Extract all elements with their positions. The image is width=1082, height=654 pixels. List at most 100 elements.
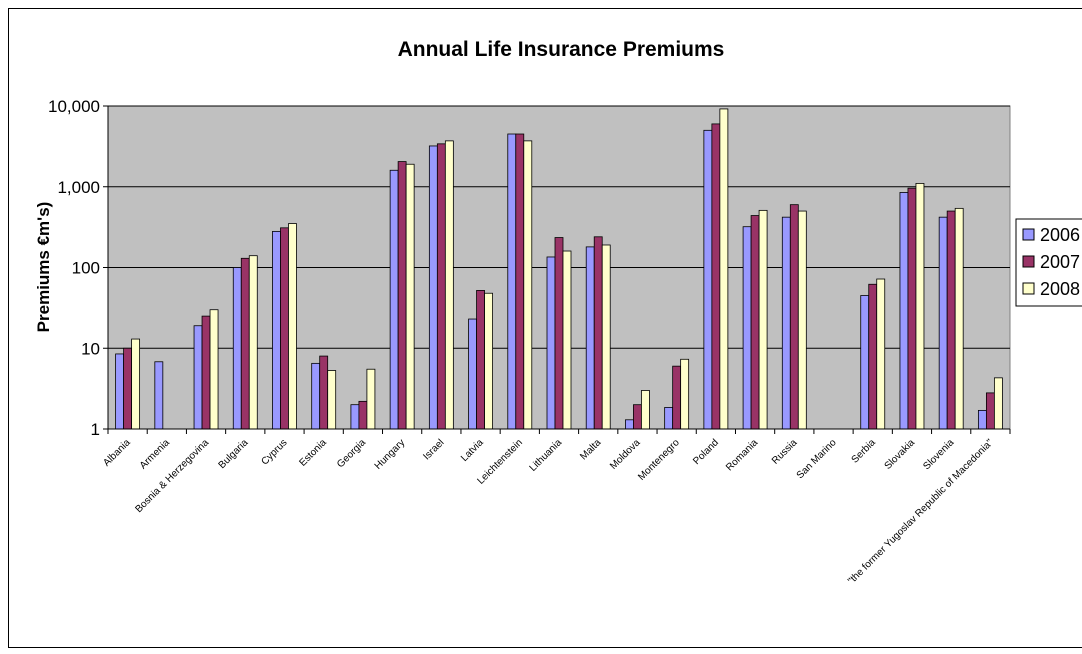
bar-2006-11	[546, 256, 556, 430]
bar-2006-1	[154, 361, 164, 430]
bar-2006-13	[625, 419, 634, 430]
bar-2008-14	[680, 358, 690, 430]
bar-2008-9	[484, 292, 493, 430]
y-tick-label: 1,000	[57, 178, 100, 197]
bar-2007-10	[515, 133, 525, 430]
bar-2006-9	[468, 318, 477, 430]
legend-label: 2006	[1040, 225, 1080, 245]
x-tick-label: Cyprus	[259, 437, 289, 467]
bar-2007-14	[672, 365, 682, 430]
bar-2008-3	[248, 255, 258, 430]
x-tick-label: Latvia	[459, 437, 486, 464]
bar-2008-17	[797, 210, 807, 430]
bar-2006-15	[703, 129, 713, 430]
x-tick-label: Montenegro	[636, 437, 682, 483]
y-axis-title: Premiums €m's)	[34, 202, 53, 333]
x-tick-label: Romania	[724, 437, 760, 473]
x-tick-label: Malta	[578, 437, 603, 462]
bar-2006-12	[585, 246, 595, 430]
x-tick-label: Bulgaria	[217, 437, 251, 471]
bar-2007-19	[868, 283, 878, 430]
bar-2008-10	[523, 140, 533, 430]
chart-title: Annual Life Insurance Premiums	[398, 38, 725, 61]
bar-2008-22	[993, 377, 1003, 430]
bar-2007-8	[436, 143, 446, 430]
bar-2008-16	[758, 209, 768, 430]
bar-2007-16	[750, 215, 760, 430]
y-tick-label: 100	[72, 259, 100, 278]
bar-2008-8	[444, 140, 454, 430]
x-tick-label: "the former Yugoslav Republic of Macedon…	[846, 437, 996, 587]
x-tick-label: Serbia	[850, 437, 879, 466]
bar-2008-5	[327, 370, 337, 430]
bar-2006-17	[781, 216, 791, 430]
x-tick-label: Albania	[101, 437, 133, 469]
bar-2006-19	[860, 295, 870, 430]
bar-2007-12	[593, 236, 603, 430]
bar-2008-20	[915, 183, 925, 430]
x-tick-label: San Marino	[795, 437, 839, 481]
legend: 2006 2007 2008	[1015, 218, 1082, 307]
bar-2006-14	[664, 407, 674, 430]
bar-2008-21	[954, 207, 964, 430]
legend-swatch-2006	[1022, 228, 1035, 241]
bar-2006-3	[232, 267, 242, 430]
bar-2006-8	[428, 145, 438, 430]
x-tick-label: Bosnia & Herzegovina	[133, 437, 211, 515]
bar-2007-22	[985, 392, 995, 430]
x-tick-label: Lithuania	[528, 437, 565, 474]
bar-2006-0	[115, 353, 125, 430]
x-tick-label: Moldova	[608, 437, 643, 472]
chart-svg: Annual Life Insurance Premiums 1 10 100 1,0…	[34, 38, 1082, 587]
legend-label: 2008	[1040, 279, 1080, 299]
bar-2008-2	[209, 309, 219, 430]
bar-2008-4	[288, 223, 297, 430]
y-tick-label: 10	[81, 339, 100, 358]
x-tick-label: Slovakia	[883, 437, 918, 472]
bar-2006-16	[742, 226, 752, 430]
bar-2007-15	[711, 123, 721, 430]
x-tick-label: Slovenia	[921, 437, 956, 472]
x-tick-label: Poland	[691, 437, 721, 467]
bar-2007-2	[201, 315, 211, 430]
bar-2008-7	[405, 163, 415, 430]
bar-2006-7	[389, 169, 399, 430]
bar-2007-0	[123, 347, 133, 430]
bar-2006-10	[507, 133, 517, 430]
bar-2008-6	[366, 368, 376, 430]
bar-2006-20	[899, 192, 909, 430]
bar-2006-6	[350, 404, 360, 430]
x-tick-label: Russia	[770, 437, 800, 467]
y-tick-label: 10,000	[48, 97, 100, 116]
x-tick-label: Armenia	[138, 437, 172, 471]
bar-2007-4	[280, 227, 289, 430]
x-tick-label: Israel	[421, 437, 446, 462]
bar-2006-2	[193, 325, 203, 430]
bar-2007-3	[240, 257, 250, 430]
x-tick-label: Estonia	[297, 437, 329, 469]
legend-swatch-2007	[1022, 255, 1035, 268]
x-tick-label: Georgia	[335, 437, 368, 470]
bar-2008-13	[641, 390, 650, 430]
legend-swatch-2008	[1022, 282, 1035, 295]
bar-2007-21	[946, 210, 956, 430]
x-tick-label: Hungary	[373, 437, 408, 472]
y-axis: 1 10 100 1,000 10,000	[48, 97, 109, 439]
bar-2007-5	[319, 355, 329, 430]
bar-2006-4	[272, 230, 281, 430]
bar-2008-0	[131, 338, 141, 430]
bar-2007-7	[397, 161, 407, 430]
y-tick-label: 1	[91, 420, 100, 439]
bar-2008-11	[562, 250, 572, 430]
bar-2007-13	[633, 404, 642, 430]
legend-label: 2007	[1040, 252, 1080, 272]
bar-2008-15	[719, 108, 729, 430]
bar-2007-9	[476, 290, 485, 430]
bar-2008-12	[601, 244, 611, 430]
bar-2006-5	[311, 362, 321, 430]
bar-2007-17	[789, 204, 799, 430]
bar-2008-19	[876, 278, 886, 430]
bars	[115, 108, 1003, 430]
bar-2007-11	[554, 237, 564, 430]
